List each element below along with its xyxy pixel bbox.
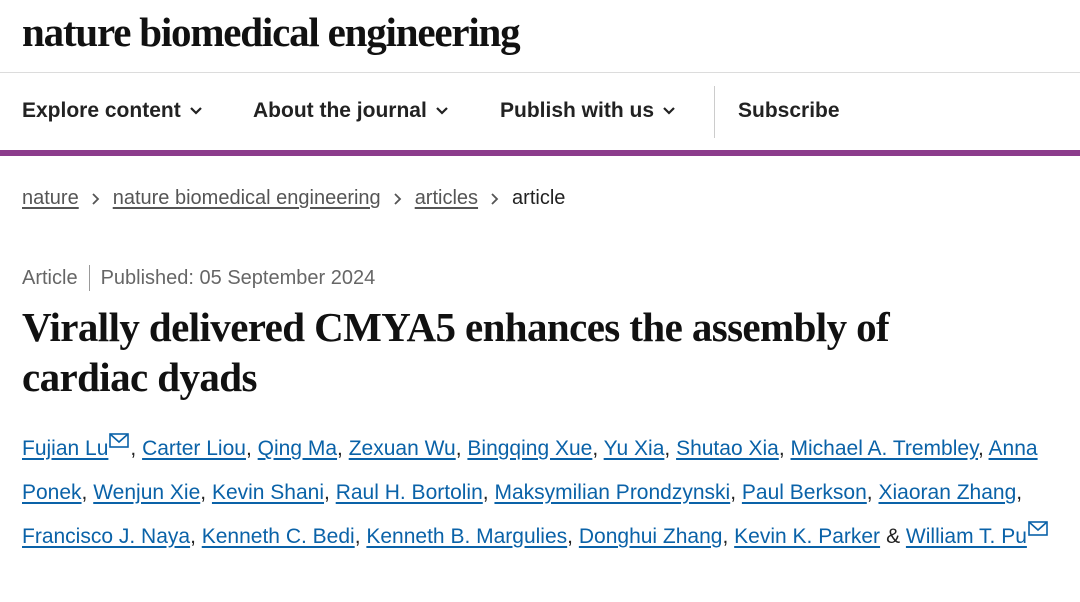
author-separator: , xyxy=(245,437,252,460)
email-icon[interactable] xyxy=(1027,521,1049,537)
chevron xyxy=(663,107,675,115)
author-link[interactable]: Donghui Zhang xyxy=(578,525,723,548)
crumb-current: article xyxy=(512,187,566,209)
author-link[interactable]: Michael A. Trembley xyxy=(790,437,979,460)
author-separator: , xyxy=(482,481,489,504)
breadcrumb: nature nature biomedical engineering art… xyxy=(22,187,565,210)
author-separator: , xyxy=(354,525,361,548)
author-separator: , xyxy=(722,525,729,548)
nav-label[interactable]: About the journal xyxy=(253,99,427,122)
author-separator: , xyxy=(866,481,873,504)
article-title: Virally delivered CMYA5 enhances the ass… xyxy=(22,304,890,400)
crumb-link[interactable]: nature biomedical engineering xyxy=(112,187,381,209)
nav-item[interactable]: Subscribe xyxy=(738,99,840,123)
article-type: Article xyxy=(22,266,78,289)
author-link[interactable]: Shutao Xia xyxy=(676,437,779,460)
author-link[interactable]: Yu Xia xyxy=(603,437,665,460)
author-separator: , xyxy=(200,481,207,504)
author-separator: , xyxy=(130,437,137,460)
author-separator: , xyxy=(337,437,343,460)
author-separator: , xyxy=(190,525,196,548)
crumb-link[interactable]: articles xyxy=(414,187,479,209)
chevron xyxy=(189,107,202,115)
author-link[interactable]: Zexuan Wu xyxy=(348,437,456,460)
nav-item[interactable]: About the journal xyxy=(253,99,449,123)
author-separator: , xyxy=(81,481,88,504)
author-separator: , xyxy=(978,437,984,460)
crumb-separator xyxy=(394,192,401,205)
author-link[interactable]: Kenneth C. Bedi xyxy=(201,525,355,548)
author-link[interactable]: Maksymilian Prondzynski xyxy=(494,481,731,504)
email-icon[interactable] xyxy=(108,433,130,449)
header-rule xyxy=(0,72,1080,73)
author-separator: , xyxy=(730,481,737,504)
nav-label[interactable]: Subscribe xyxy=(738,99,840,122)
author-link[interactable]: Bingqing Xue xyxy=(467,437,593,460)
author-separator: & xyxy=(886,525,901,548)
author-link[interactable]: Wenjun Xie xyxy=(93,481,201,504)
author-link[interactable]: Kenneth B. Margulies xyxy=(366,525,568,548)
nav-divider xyxy=(714,86,715,138)
author-link[interactable]: William T. Pu xyxy=(905,525,1027,548)
meta-divider xyxy=(88,265,90,291)
accent-bar xyxy=(0,150,1080,156)
nav-label[interactable]: Publish with us xyxy=(500,99,655,122)
author-link[interactable]: Francisco J. Naya xyxy=(22,525,191,548)
chevron xyxy=(436,107,448,115)
author-link[interactable]: Raul H. Bortolin xyxy=(335,481,483,504)
author-link[interactable]: Qing Ma xyxy=(257,437,338,460)
crumb-separator xyxy=(92,192,99,205)
author-link[interactable]: Fujian Lu xyxy=(22,437,109,460)
author-link[interactable]: Xiaoran Zhang xyxy=(878,481,1017,504)
author-link[interactable]: Kevin Shani xyxy=(211,481,325,504)
crumb-link[interactable]: nature xyxy=(22,187,79,209)
author-link[interactable]: Paul Berkson xyxy=(741,481,867,504)
nav-item[interactable]: Explore content xyxy=(22,99,203,123)
author-link[interactable]: Anna Ponek xyxy=(22,437,1038,504)
article-meta: Article Published: 05 September 2024 xyxy=(22,265,375,291)
author-separator: , xyxy=(592,437,599,460)
author-separator: , xyxy=(324,481,330,504)
author-list: Fujian Lu, Carter Liou, Qing Ma, Zexuan … xyxy=(22,427,1067,559)
author-separator: , xyxy=(1016,481,1023,504)
crumb-separator xyxy=(491,192,499,205)
nav-item[interactable]: Publish with us xyxy=(500,99,676,123)
author-separator: , xyxy=(778,437,785,460)
author-separator: , xyxy=(455,437,462,460)
author-separator: , xyxy=(664,437,671,460)
author-link[interactable]: Carter Liou xyxy=(142,437,246,460)
author-separator: , xyxy=(567,525,574,548)
published-date: Published: 05 September 2024 xyxy=(100,266,376,289)
site-title[interactable]: nature biomedical engineering xyxy=(22,9,521,55)
nav-label[interactable]: Explore content xyxy=(22,99,181,122)
author-link[interactable]: Kevin K. Parker xyxy=(734,525,881,548)
